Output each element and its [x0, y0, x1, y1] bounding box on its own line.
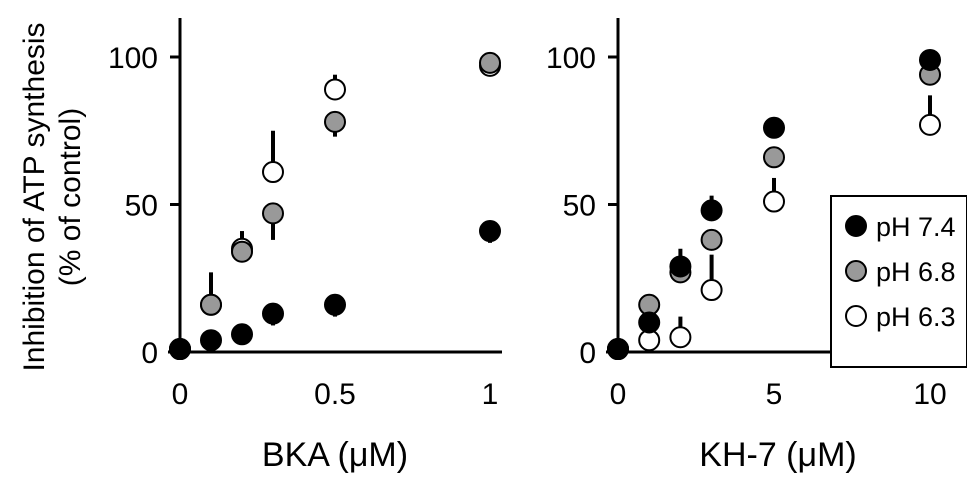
- y-axis-label: Inhibition of ATP synthesis: [18, 22, 51, 371]
- legend-label: pH 6.8: [876, 257, 956, 287]
- kh7-x-tick-label: 5: [766, 378, 783, 411]
- kh7-point-ph-63: [700, 279, 723, 302]
- bka-y-tick-label: 50: [125, 190, 158, 223]
- kh7-point-ph-68: [700, 228, 723, 251]
- bka-x-tick-label: 1: [482, 378, 499, 411]
- bka-point-ph-74: [324, 293, 346, 316]
- bka-point-ph-63: [324, 78, 346, 101]
- bka-point-ph-63: [262, 161, 284, 184]
- kh7-point-ph-74: [919, 48, 941, 71]
- bka-panel: 0 50 100 0 0.5 1: [108, 18, 502, 411]
- bka-point-ph-74: [262, 302, 284, 325]
- kh7-y-tick-label: 0: [579, 337, 596, 370]
- kh7-y-tick-label: 50: [563, 190, 596, 223]
- bka-point-ph-74: [169, 338, 191, 361]
- kh7-point-ph-63: [763, 190, 785, 213]
- bka-point-ph-68: [231, 240, 253, 263]
- bka-y-tick-label: 0: [141, 337, 158, 370]
- bka-point-ph-68: [200, 293, 222, 316]
- kh7-point-ph-63: [669, 326, 692, 349]
- kh7-point-ph-74: [700, 199, 723, 222]
- bka-x-axis-label: BKA (μM): [262, 436, 408, 474]
- kh7-point-ph-63: [919, 113, 941, 136]
- kh7-point-ph-74: [763, 116, 785, 139]
- kh7-x-tick-label: 10: [913, 378, 946, 411]
- kh7-panel: 0 50 100 0 5 10: [546, 18, 947, 411]
- bka-point-ph-74: [231, 323, 253, 346]
- legend-marker: [845, 305, 867, 327]
- kh7-y-tick-label: 100: [546, 42, 596, 75]
- bka-point-ph-68: [262, 202, 284, 225]
- legend-label: pH 6.3: [876, 302, 956, 332]
- y-axis-label-unit: (% of control): [54, 108, 87, 286]
- bka-x-tick-label: 0.5: [314, 378, 356, 411]
- bka-point-ph-68: [479, 51, 501, 74]
- legend: pH 7.4 pH 6.8 pH 6.3: [830, 195, 967, 368]
- legend-label: pH 7.4: [876, 212, 956, 242]
- bka-point-ph-74: [200, 329, 222, 352]
- kh7-x-tick-label: 0: [610, 378, 627, 411]
- legend-marker: [845, 215, 867, 237]
- kh7-x-axis-label: KH-7 (μM): [699, 436, 856, 474]
- bka-y-tick-label: 100: [108, 42, 158, 75]
- kh7-point-ph-74: [669, 255, 692, 278]
- bka-x-tick-label: 0: [172, 378, 189, 411]
- kh7-point-ph-74: [607, 338, 629, 361]
- legend-marker: [845, 260, 867, 282]
- bka-point-ph-68: [324, 110, 346, 133]
- bka-point-ph-74: [479, 220, 501, 243]
- kh7-point-ph-74: [638, 311, 661, 334]
- kh7-point-ph-68: [763, 146, 785, 169]
